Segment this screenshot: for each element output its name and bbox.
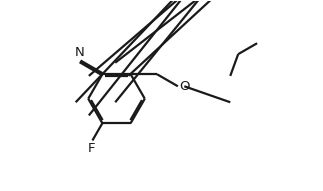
Text: F: F	[88, 142, 96, 155]
Text: O: O	[179, 80, 190, 93]
Text: N: N	[75, 46, 85, 59]
